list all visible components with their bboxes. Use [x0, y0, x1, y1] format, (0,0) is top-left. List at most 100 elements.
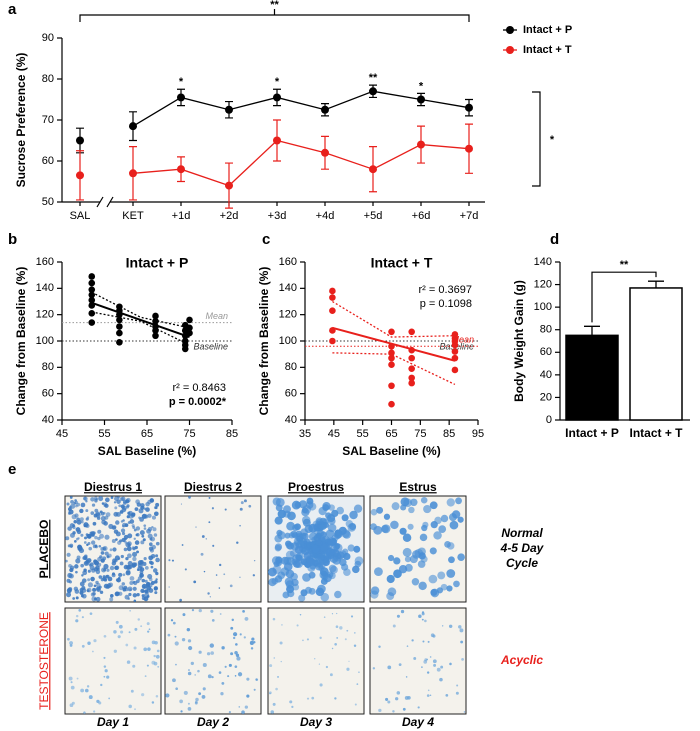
chart-title: Intact + T: [371, 255, 433, 271]
cell: [427, 640, 430, 643]
cell: [370, 508, 378, 516]
cell: [86, 516, 90, 519]
cell: [440, 514, 449, 523]
cell: [279, 641, 283, 645]
cell: [100, 551, 105, 555]
cell: [180, 710, 183, 713]
cell: [129, 581, 134, 585]
cell: [111, 572, 116, 576]
x-tick-label: 35: [299, 428, 311, 440]
cell: [66, 552, 71, 557]
cell: [329, 673, 333, 677]
cell: [230, 652, 234, 656]
y-tick-label: 80: [285, 361, 297, 373]
data-point: [408, 379, 415, 387]
cell: [201, 695, 206, 699]
data-point: [225, 181, 233, 190]
cell: [174, 641, 179, 646]
cell: [155, 695, 159, 698]
cell: [243, 499, 247, 503]
cell: [410, 498, 418, 507]
cell: [174, 635, 177, 638]
cell: [323, 554, 332, 563]
cell: [322, 501, 331, 511]
cell: [147, 573, 153, 580]
cell: [75, 570, 78, 574]
data-point: [116, 323, 123, 330]
data-point: [388, 349, 395, 357]
cell: [210, 651, 214, 655]
data-point: [388, 361, 395, 369]
cell: [109, 548, 113, 552]
data-point: [329, 327, 336, 334]
cell: [230, 626, 234, 630]
cell: [343, 568, 351, 577]
cell: [69, 573, 74, 579]
cell: [97, 562, 102, 567]
cell: [272, 617, 276, 621]
cell: [114, 565, 119, 570]
cell: [134, 540, 140, 545]
cell: [76, 677, 79, 680]
x-tick-label: Intact + P: [565, 426, 619, 440]
cell: [209, 643, 214, 648]
cell: [316, 553, 325, 562]
cell: [106, 568, 110, 572]
cell: [130, 512, 136, 518]
x-axis-label: SAL Baseline (%): [98, 444, 196, 458]
cell: [90, 497, 95, 502]
cell: [104, 669, 108, 673]
cell: [127, 511, 131, 515]
cell: [277, 675, 279, 678]
cell: [120, 528, 126, 533]
cell: [457, 553, 465, 561]
cell: [197, 669, 200, 673]
cell: [91, 596, 97, 602]
cell: [101, 502, 105, 505]
bracket: [79, 9, 470, 22]
data-point: [417, 140, 425, 149]
cell: [89, 531, 93, 535]
data-point: [388, 328, 395, 336]
cell: [121, 537, 126, 543]
cell: [132, 580, 136, 584]
cell: [68, 509, 74, 515]
cell: [140, 505, 145, 510]
x-tick-label: +1d: [172, 210, 191, 222]
cell: [152, 568, 158, 573]
cell: [294, 523, 301, 531]
cell: [195, 526, 197, 528]
cell: [117, 496, 120, 499]
micrograph: [64, 607, 162, 715]
data-point: [451, 348, 459, 355]
cell: [123, 547, 128, 552]
cell: [421, 612, 425, 616]
cell: [352, 565, 360, 574]
cell: [102, 575, 106, 579]
data-point: [186, 329, 193, 337]
cell: [104, 497, 110, 503]
x-tick-label: +2d: [220, 210, 239, 222]
cell: [333, 532, 342, 540]
cell: [87, 578, 91, 582]
cell: [94, 508, 99, 513]
cell: [180, 503, 183, 505]
cell: [306, 697, 310, 700]
cell: [134, 708, 136, 711]
cell: [171, 559, 174, 562]
cell: [109, 565, 115, 571]
cell: [155, 654, 160, 659]
cell: [354, 560, 362, 568]
cell: [453, 580, 460, 588]
confidence-band: [91, 291, 190, 329]
cell: [336, 637, 339, 639]
cell: [399, 527, 407, 535]
cell: [69, 543, 74, 548]
panel-letter: a: [8, 1, 17, 18]
cell: [221, 646, 225, 650]
annotation: r² = 0.8463: [172, 382, 226, 394]
data-point: [177, 93, 185, 102]
cell: [358, 671, 360, 673]
cell: [194, 700, 198, 704]
cell: [229, 584, 233, 588]
